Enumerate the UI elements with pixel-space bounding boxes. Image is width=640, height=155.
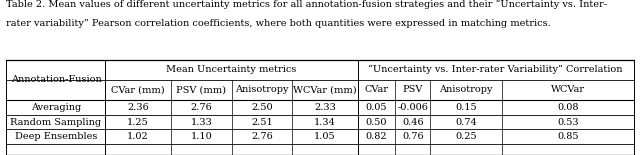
- Text: 1.34: 1.34: [314, 117, 336, 127]
- Text: 0.74: 0.74: [455, 117, 477, 127]
- Text: 0.76: 0.76: [402, 132, 424, 141]
- Text: Anisotropy: Anisotropy: [440, 85, 493, 94]
- Text: CVar: CVar: [364, 85, 388, 94]
- Text: Averaging: Averaging: [31, 103, 81, 112]
- Text: Deep Ensembles: Deep Ensembles: [15, 132, 97, 141]
- Text: Mean Uncertainty metrics: Mean Uncertainty metrics: [166, 65, 297, 74]
- Text: 2.76: 2.76: [252, 132, 273, 141]
- Text: Anisotropy: Anisotropy: [236, 85, 289, 94]
- Text: 0.85: 0.85: [557, 132, 579, 141]
- Text: 0.25: 0.25: [455, 132, 477, 141]
- Text: 1.05: 1.05: [314, 132, 336, 141]
- Text: “Uncertainty vs. Inter-rater Variability” Correlation: “Uncertainty vs. Inter-rater Variability…: [369, 65, 623, 74]
- Text: 2.33: 2.33: [314, 103, 336, 112]
- Text: Annotation-Fusion: Annotation-Fusion: [11, 75, 101, 84]
- Text: 0.53: 0.53: [557, 117, 579, 127]
- Text: 0.46: 0.46: [402, 117, 424, 127]
- Text: 0.82: 0.82: [365, 132, 387, 141]
- Text: Table 2. Mean values of different uncertainty metrics for all annotation-fusion : Table 2. Mean values of different uncert…: [6, 0, 607, 9]
- Text: 2.51: 2.51: [252, 117, 273, 127]
- Text: 1.33: 1.33: [191, 117, 212, 127]
- Text: 1.10: 1.10: [191, 132, 212, 141]
- Text: -0.006: -0.006: [397, 103, 428, 112]
- Text: 0.08: 0.08: [557, 103, 579, 112]
- Text: PSV: PSV: [403, 85, 423, 94]
- Text: 1.25: 1.25: [127, 117, 149, 127]
- Text: 2.36: 2.36: [127, 103, 149, 112]
- Text: WCVar (mm): WCVar (mm): [293, 85, 357, 94]
- Text: PSV (mm): PSV (mm): [177, 85, 227, 94]
- Text: Random Sampling: Random Sampling: [10, 117, 102, 127]
- Text: 0.15: 0.15: [455, 103, 477, 112]
- Text: 2.76: 2.76: [191, 103, 212, 112]
- Text: 1.02: 1.02: [127, 132, 149, 141]
- Text: 0.05: 0.05: [365, 103, 387, 112]
- Text: 2.50: 2.50: [252, 103, 273, 112]
- Text: rater variability” Pearson correlation coefficients, where both quantities were : rater variability” Pearson correlation c…: [6, 19, 551, 28]
- Text: WCVar: WCVar: [551, 85, 585, 94]
- Text: 0.50: 0.50: [365, 117, 387, 127]
- Text: CVar (mm): CVar (mm): [111, 85, 165, 94]
